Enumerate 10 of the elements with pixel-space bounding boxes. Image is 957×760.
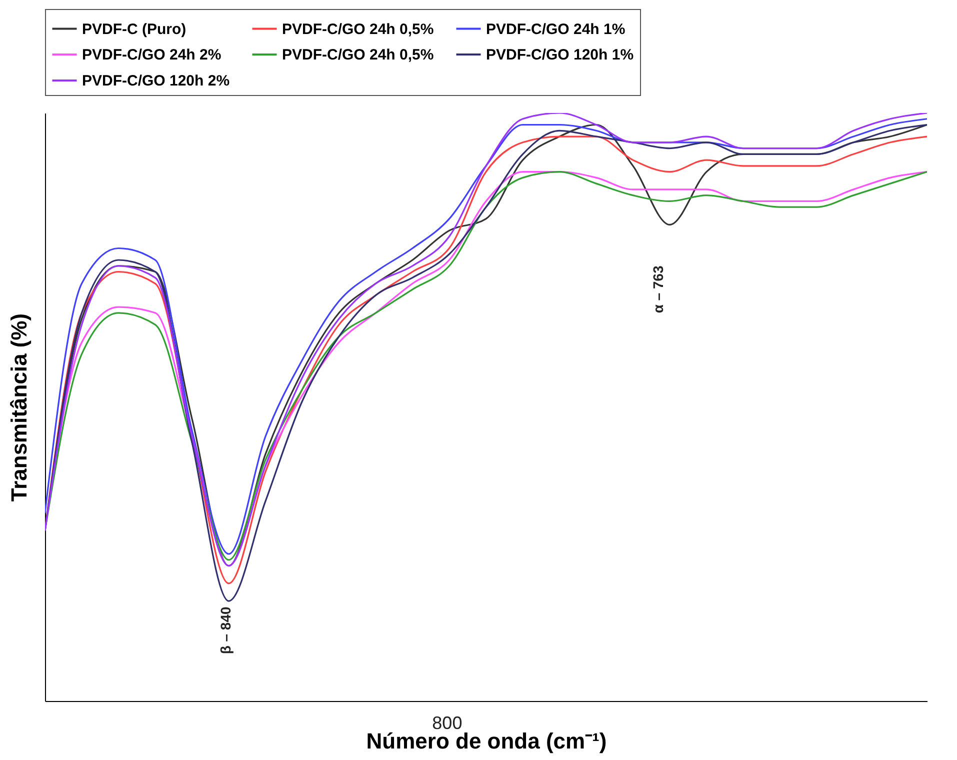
legend-label: PVDF-C/GO 24h 0,5% <box>282 46 434 64</box>
legend-label: PVDF-C/GO 120h 2% <box>82 72 230 90</box>
legend-label: PVDF-C/GO 24h 2% <box>82 46 222 64</box>
legend-label: PVDF-C (Puro) <box>82 20 186 38</box>
legend-label: PVDF-C/GO 24h 1% <box>486 20 626 38</box>
annotation: α – 763 <box>650 265 666 314</box>
legend-label: PVDF-C/GO 120h 1% <box>486 46 634 64</box>
legend-label: PVDF-C/GO 24h 0,5% <box>282 20 434 38</box>
y-axis-title: Transmitância (%) <box>6 313 32 502</box>
annotation: β – 840 <box>218 606 234 654</box>
